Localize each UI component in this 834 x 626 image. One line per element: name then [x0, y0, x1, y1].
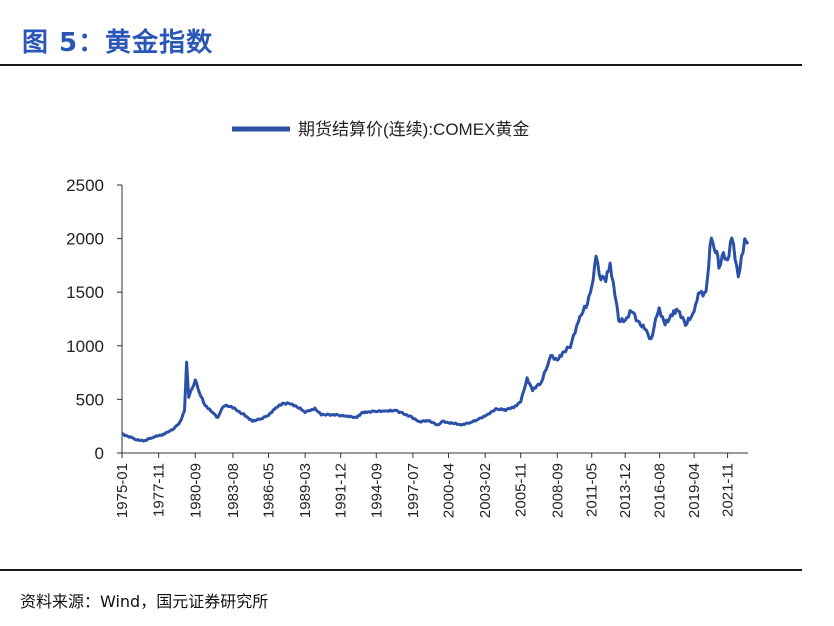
x-tick-label: 2011-05: [584, 463, 601, 517]
footer-rule: [0, 569, 802, 571]
x-tick-label: 2008-09: [549, 463, 566, 518]
x-tick-label: 1986-05: [260, 463, 277, 518]
x-tick-label: 2013-12: [617, 463, 634, 518]
x-tick-label: 2019-04: [686, 463, 703, 518]
x-tick-label: 1977-11: [151, 463, 168, 517]
x-axis-ticks: 1975-01 1977-11 1980-09 1983-08 1986-05 1989-…: [114, 453, 737, 518]
header-rule: [0, 64, 802, 66]
y-tick-label: 500: [76, 390, 104, 409]
legend: 期货结算价(连续):COMEX黄金: [232, 120, 529, 139]
x-tick-label: 1983-08: [225, 463, 242, 518]
x-tick-label: 1994-09: [368, 463, 385, 518]
legend-label: 期货结算价(连续):COMEX黄金: [298, 120, 529, 139]
series-group: [121, 236, 750, 443]
series-line: [121, 236, 750, 443]
y-tick-label: 2000: [66, 230, 104, 249]
axes: [121, 185, 748, 454]
x-tick-label: 1997-07: [405, 463, 422, 518]
x-tick-label: 1991-12: [333, 463, 350, 518]
figure-title: 图 5：黄金指数: [22, 28, 214, 58]
source-note: 资料来源：Wind，国元证券研究所: [20, 592, 269, 611]
y-tick-label: 1500: [66, 283, 104, 302]
y-tick-label: 1000: [66, 337, 104, 356]
y-tick-label: 0: [95, 444, 104, 463]
x-tick-label: 1975-01: [114, 463, 131, 518]
x-tick-label: 1989-03: [297, 463, 314, 518]
x-tick-label: 2000-04: [440, 463, 457, 518]
y-tick-label: 2500: [66, 176, 104, 195]
x-tick-label: 2005-11: [513, 463, 530, 517]
x-tick-label: 2021-11: [720, 463, 737, 517]
x-tick-label: 1980-09: [187, 463, 204, 518]
x-tick-label: 2003-02: [477, 463, 494, 518]
y-axis-ticks: 0 500 1000 1500 2000 2500: [66, 176, 122, 463]
x-tick-label: 2016-08: [652, 463, 669, 518]
